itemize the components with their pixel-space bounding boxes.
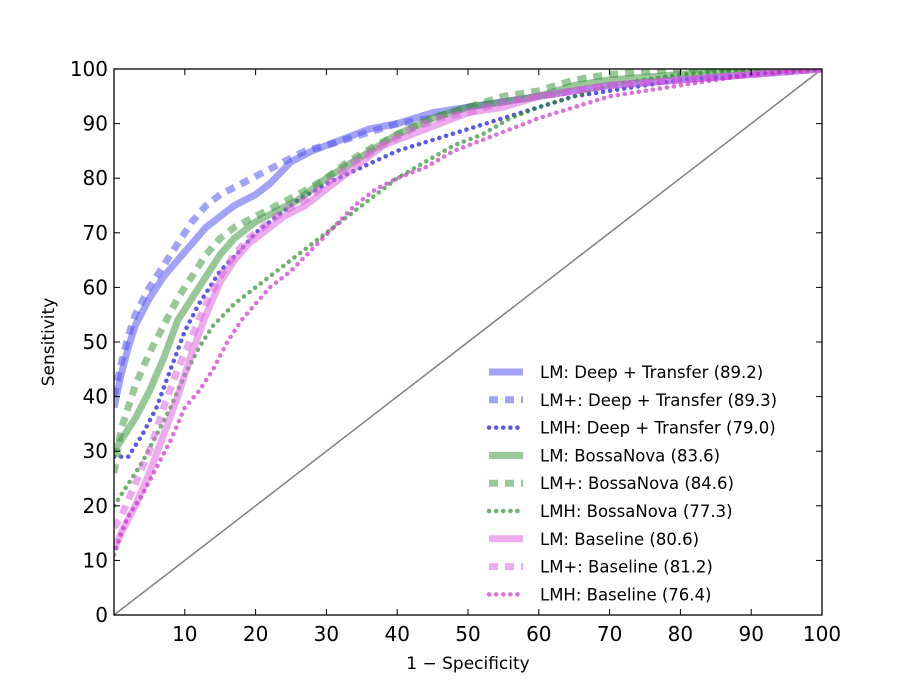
series-layer — [114, 69, 822, 558]
y-tick-label: 30 — [83, 439, 108, 463]
x-tick-label: 70 — [597, 622, 622, 646]
legend: LM: Deep + Transfer (89.2) LM+: Deep + Tr… — [486, 363, 777, 604]
y-axis-title: Sensitivity — [39, 298, 59, 387]
tick-layer: 10 20 30 40 50 60 70 80 90 100 0 10 20 30 40 50 60 70 80 90… — [70, 57, 841, 646]
series-line-lm-bossanova — [114, 69, 822, 474]
y-tick-label: 50 — [83, 330, 108, 354]
series-line-lm-bossanova — [114, 69, 822, 454]
y-tick-label: 20 — [83, 494, 108, 518]
y-tick-label: 0 — [95, 603, 108, 627]
legend-label-lm-bossanova: LM: BossaNova (83.6) — [540, 446, 720, 465]
x-tick-label: 90 — [738, 622, 763, 646]
legend-label-lm-deep-transfer: LM+: Deep + Transfer (89.3) — [540, 391, 777, 410]
y-tick-label: 40 — [83, 385, 108, 409]
chance-diagonal-line — [114, 69, 822, 615]
x-tick-label: 20 — [243, 622, 268, 646]
y-tick-label: 100 — [70, 57, 108, 81]
x-tick-label: 60 — [526, 622, 551, 646]
legend-label-lm-baseline: LM+: Baseline (81.2) — [540, 558, 713, 577]
legend-label-lmh-bossanova: LMH: BossaNova (77.3) — [540, 502, 733, 521]
y-tick-label: 90 — [83, 112, 108, 136]
legend-label-lm-baseline: LM: Baseline (80.6) — [540, 530, 699, 549]
y-tick-label: 10 — [83, 548, 108, 572]
x-tick-label: 100 — [803, 622, 841, 646]
x-tick-label: 40 — [384, 622, 409, 646]
y-tick-label: 60 — [83, 275, 108, 299]
x-tick-label: 50 — [455, 622, 480, 646]
series-line-lmh-baseline — [114, 69, 822, 558]
x-tick-label: 30 — [314, 622, 339, 646]
y-tick-label: 70 — [83, 221, 108, 245]
series-line-lm-baseline — [114, 69, 822, 530]
y-tick-label: 80 — [83, 166, 108, 190]
legend-label-lm-bossanova: LM+: BossaNova (84.6) — [540, 474, 734, 493]
reference-layer — [114, 69, 822, 615]
series-line-lm-deep-transfer — [114, 69, 822, 398]
legend-label-lmh-baseline: LMH: Baseline (76.4) — [540, 585, 711, 604]
legend-label-lm-deep-transfer: LM: Deep + Transfer (89.2) — [540, 363, 763, 382]
legend-label-lmh-deep-transfer: LMH: Deep + Transfer (79.0) — [540, 419, 776, 438]
x-tick-label: 10 — [172, 622, 197, 646]
x-tick-label: 80 — [668, 622, 693, 646]
x-axis-title: 1 − Specificity — [406, 654, 529, 674]
